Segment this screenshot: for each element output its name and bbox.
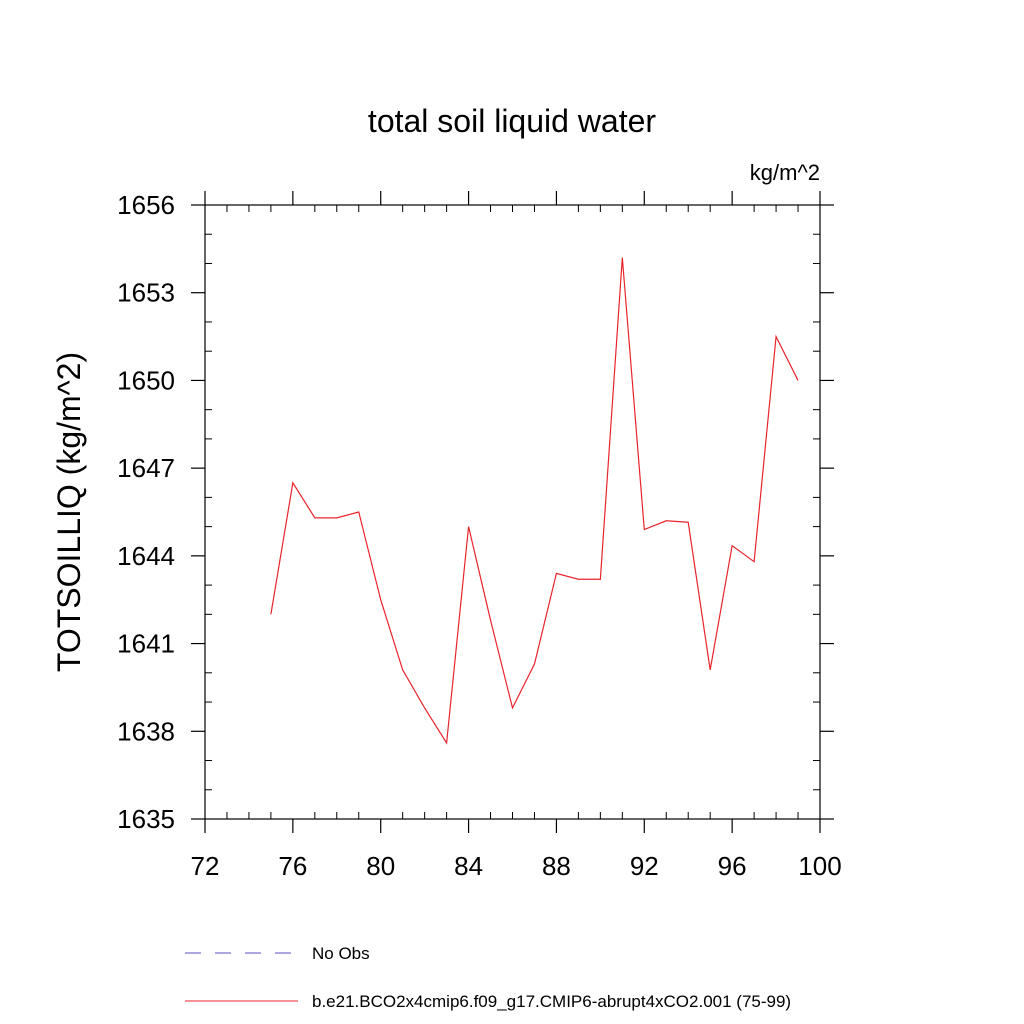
- y-tick-label: 1635: [117, 804, 175, 834]
- series-line-1: [270, 257, 799, 745]
- y-tick-label: 1647: [117, 453, 175, 483]
- x-tick-label: 72: [191, 851, 220, 881]
- x-tick-label: 100: [798, 851, 841, 881]
- y-tick-label: 1638: [117, 716, 175, 746]
- y-axis-tick-labels: 1635 1638 1641 1644 1647 1650 1653 1656: [117, 190, 175, 834]
- x-tick-label: 84: [454, 851, 483, 881]
- x-tick-label: 92: [630, 851, 659, 881]
- y-tick-label: 1644: [117, 541, 175, 571]
- chart-title: total soil liquid water: [368, 103, 656, 139]
- x-axis-tick-labels: 72 76 80 84 88 92 96 100: [191, 851, 842, 881]
- x-tick-label: 76: [278, 851, 307, 881]
- series-layer: [270, 257, 799, 745]
- x-tick-label: 80: [366, 851, 395, 881]
- y-tick-label: 1650: [117, 365, 175, 395]
- y-tick-label: 1641: [117, 629, 175, 659]
- legend: No Obs b.e21.BCO2x4cmip6.f09_g17.CMIP6-ab…: [185, 944, 791, 1011]
- y-axis-title: TOTSOILLIQ (kg/m^2): [51, 352, 87, 672]
- units-label: kg/m^2: [750, 160, 820, 185]
- x-tick-label: 88: [542, 851, 571, 881]
- y-tick-label: 1653: [117, 278, 175, 308]
- legend-label-1: b.e21.BCO2x4cmip6.f09_g17.CMIP6-abrupt4x…: [312, 992, 791, 1011]
- y-tick-label: 1656: [117, 190, 175, 220]
- axis-ticks: [191, 191, 834, 833]
- x-tick-label: 96: [718, 851, 747, 881]
- legend-label-0: No Obs: [312, 944, 370, 963]
